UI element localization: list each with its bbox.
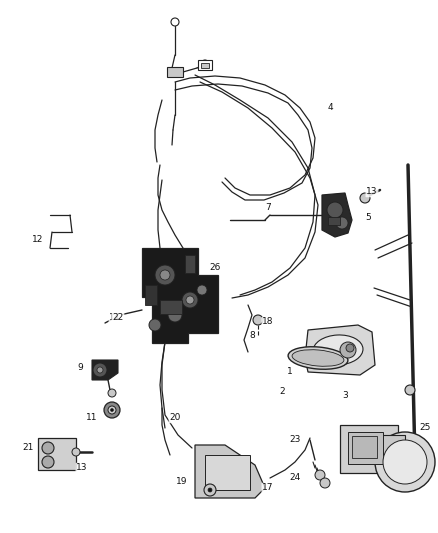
Bar: [145, 285, 157, 305]
Text: 17: 17: [262, 483, 274, 492]
Circle shape: [72, 448, 80, 456]
Text: 19: 19: [176, 478, 188, 487]
Bar: [205, 455, 250, 490]
Ellipse shape: [292, 350, 344, 366]
Bar: [160, 300, 182, 314]
Bar: [340, 425, 398, 473]
Circle shape: [197, 285, 207, 295]
Bar: [167, 67, 183, 77]
Polygon shape: [142, 248, 218, 343]
Circle shape: [327, 202, 343, 218]
Circle shape: [149, 319, 161, 331]
Circle shape: [208, 488, 212, 492]
Circle shape: [315, 470, 325, 480]
Bar: [380, 435, 405, 455]
Text: 2: 2: [279, 387, 285, 397]
Circle shape: [360, 193, 370, 203]
Text: 23: 23: [290, 435, 301, 445]
Circle shape: [405, 385, 415, 395]
Text: 18: 18: [262, 318, 274, 327]
Text: 13: 13: [366, 188, 378, 197]
Bar: [201, 63, 209, 68]
Bar: [185, 255, 195, 273]
Circle shape: [108, 389, 116, 397]
Circle shape: [346, 344, 354, 352]
Text: 11: 11: [86, 414, 98, 423]
Text: 3: 3: [342, 391, 348, 400]
Text: 22: 22: [113, 313, 124, 322]
Circle shape: [171, 18, 179, 26]
Text: 9: 9: [77, 364, 83, 373]
Text: 7: 7: [265, 204, 271, 213]
Circle shape: [320, 478, 330, 488]
Text: 8: 8: [249, 330, 255, 340]
Bar: [328, 217, 340, 225]
Circle shape: [155, 265, 175, 285]
Circle shape: [97, 367, 103, 373]
Text: 12: 12: [32, 236, 44, 245]
Circle shape: [340, 342, 356, 358]
Polygon shape: [195, 445, 265, 498]
Ellipse shape: [288, 347, 348, 369]
Text: 1: 1: [287, 367, 293, 376]
Polygon shape: [305, 325, 375, 375]
Bar: [348, 432, 383, 464]
Text: 21: 21: [22, 443, 34, 453]
Text: 4: 4: [327, 103, 333, 112]
Polygon shape: [92, 360, 118, 380]
Circle shape: [110, 408, 113, 411]
Circle shape: [253, 315, 263, 325]
Circle shape: [42, 442, 54, 454]
Circle shape: [375, 432, 435, 492]
Circle shape: [383, 440, 427, 484]
Bar: [38, 438, 76, 470]
Circle shape: [93, 363, 107, 377]
Text: 5: 5: [365, 214, 371, 222]
Text: 20: 20: [170, 414, 181, 423]
Circle shape: [201, 60, 209, 68]
Text: 26: 26: [209, 263, 221, 272]
Circle shape: [186, 296, 194, 304]
Ellipse shape: [313, 335, 363, 365]
Bar: [352, 436, 377, 458]
Text: 24: 24: [290, 473, 300, 482]
Circle shape: [104, 402, 120, 418]
Text: 14: 14: [110, 313, 121, 322]
Text: 25: 25: [419, 424, 431, 432]
Polygon shape: [322, 193, 352, 237]
Circle shape: [336, 217, 348, 229]
Circle shape: [204, 484, 216, 496]
Bar: [198, 60, 212, 70]
Circle shape: [160, 270, 170, 280]
Text: 13: 13: [76, 464, 88, 472]
Circle shape: [182, 292, 198, 308]
Circle shape: [168, 308, 182, 322]
Circle shape: [42, 456, 54, 468]
Circle shape: [108, 406, 116, 414]
